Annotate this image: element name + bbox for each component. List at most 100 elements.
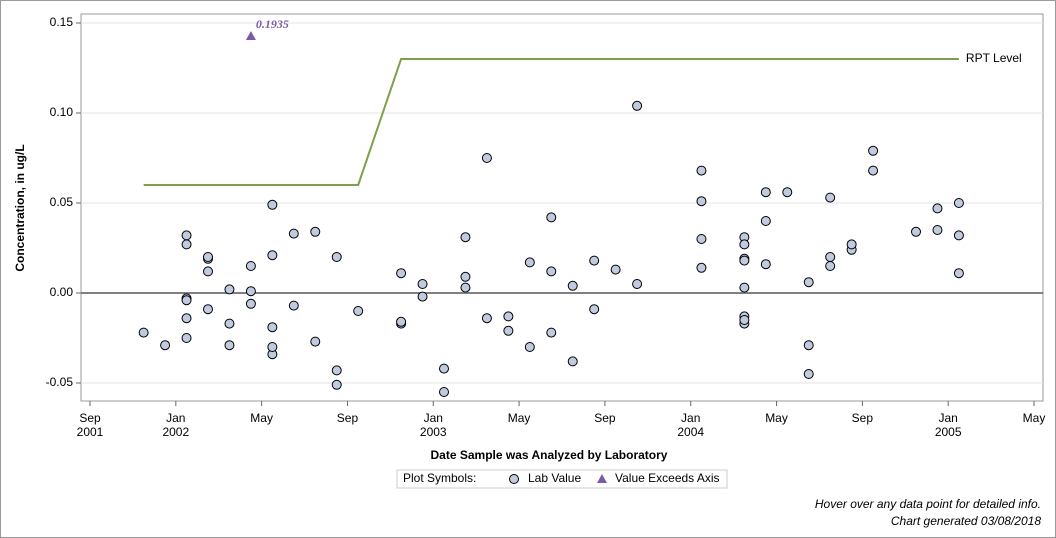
- data-point: [696, 234, 707, 244]
- data-point: [782, 187, 793, 198]
- data-point: [417, 291, 428, 302]
- data-point: [181, 313, 192, 324]
- data-point: [267, 250, 278, 261]
- data-point: [589, 304, 600, 315]
- data-point: [696, 262, 707, 273]
- x-tick-label: Sep: [851, 411, 874, 425]
- exceed-marker: [245, 31, 256, 40]
- data-point: [203, 266, 213, 277]
- data-point: [481, 313, 492, 324]
- data-point: [267, 322, 278, 333]
- x-tick-label: May: [1022, 411, 1046, 425]
- y-tick-label: 0.10: [50, 105, 74, 119]
- data-point: [481, 153, 492, 163]
- y-tick-label: 0.00: [50, 285, 74, 299]
- data-point: [245, 286, 256, 297]
- data-point: [503, 325, 514, 336]
- legend-marker: [597, 474, 607, 483]
- x-tick-label: May: [765, 411, 788, 425]
- data-point: [310, 336, 321, 347]
- data-point: [589, 255, 600, 266]
- data-point: [138, 327, 149, 338]
- rpt-line: [143, 58, 959, 186]
- data-point: [460, 282, 471, 293]
- data-point: [439, 387, 449, 397]
- data-point: [846, 239, 857, 250]
- data-point: [803, 340, 814, 351]
- data-point: [267, 342, 278, 352]
- data-point: [224, 284, 235, 295]
- data-point: [825, 261, 836, 271]
- data-point: [953, 198, 964, 208]
- data-point: [803, 277, 814, 288]
- x-tick-label: May: [250, 411, 273, 425]
- data-point: [932, 203, 943, 214]
- x-axis-label: Date Sample was Analyzed by Laboratory: [431, 448, 668, 462]
- data-point: [567, 280, 578, 291]
- data-point: [760, 216, 771, 226]
- data-point: [245, 261, 256, 271]
- x-tick-label: Sep: [594, 411, 616, 425]
- y-tick-label: 0.15: [50, 15, 74, 29]
- data-label: 0.1935: [256, 17, 289, 31]
- y-tick-label: 0.05: [50, 195, 74, 209]
- x-tick-label: May: [507, 411, 531, 425]
- legend-label: Value Exceeds Axis: [615, 471, 720, 485]
- data-point: [288, 228, 299, 239]
- data-point: [803, 369, 814, 379]
- data-point: [310, 226, 321, 237]
- data-point: [353, 306, 364, 316]
- data-point: [546, 212, 557, 223]
- data-point: [546, 266, 557, 277]
- data-point: [396, 268, 407, 279]
- x-tick-label: Jan 2003: [419, 411, 447, 439]
- data-point: [610, 264, 621, 275]
- data-point: [739, 282, 750, 293]
- data-point: [396, 316, 407, 327]
- data-point: [460, 232, 471, 243]
- data-point: [546, 327, 557, 338]
- data-point: [760, 259, 771, 270]
- data-point: [696, 196, 707, 207]
- data-point: [696, 165, 707, 176]
- data-point: [460, 271, 471, 282]
- data-point: [825, 192, 836, 203]
- data-point: [245, 298, 256, 309]
- legend-title: Plot Symbols:: [403, 471, 476, 485]
- data-point: [181, 230, 192, 241]
- data-point: [417, 279, 428, 289]
- data-point: [331, 365, 342, 376]
- data-point: [439, 363, 449, 374]
- plot-frame: [80, 13, 1044, 402]
- data-point: [632, 100, 643, 111]
- data-point: [288, 300, 299, 311]
- data-point: [739, 239, 750, 250]
- data-point: [911, 226, 921, 237]
- data-point: [567, 356, 578, 367]
- data-point: [632, 279, 643, 289]
- data-point: [224, 318, 235, 329]
- data-point: [524, 257, 535, 268]
- data-point: [267, 199, 278, 210]
- legend-label: Lab Value: [528, 471, 581, 485]
- x-tick-label: Jan 2005: [934, 411, 962, 439]
- data-point: [932, 225, 943, 235]
- data-point: [868, 165, 879, 176]
- footnote: Hover over any data point for detailed i…: [814, 497, 1041, 511]
- data-point: [524, 342, 535, 352]
- data-point: [739, 315, 750, 325]
- data-point: [760, 187, 771, 198]
- x-tick-label: Jan 2004: [677, 411, 705, 439]
- x-tick-label: Sep 2001: [76, 411, 104, 439]
- footnote: Chart generated 03/08/2018: [890, 514, 1041, 528]
- y-tick-label: -0.05: [46, 375, 74, 389]
- x-tick-label: Sep: [336, 411, 359, 425]
- series-label: RPT Level: [966, 51, 1022, 65]
- legend-marker: [509, 474, 519, 484]
- data-point: [825, 252, 836, 262]
- data-point: [331, 379, 342, 390]
- data-point: [181, 239, 192, 250]
- data-point: [739, 255, 750, 266]
- data-point: [503, 311, 514, 322]
